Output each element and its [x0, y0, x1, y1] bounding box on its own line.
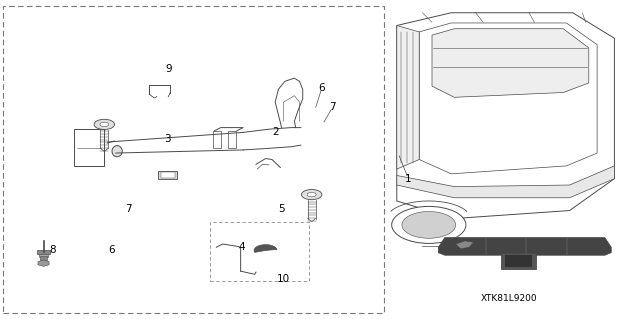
- Bar: [228, 131, 236, 148]
- Polygon shape: [419, 23, 597, 174]
- Ellipse shape: [112, 145, 122, 157]
- Text: 4: 4: [239, 242, 245, 252]
- Circle shape: [392, 206, 466, 243]
- Text: 6: 6: [109, 245, 115, 256]
- Bar: [40, 256, 47, 260]
- Circle shape: [402, 211, 456, 238]
- Circle shape: [307, 192, 316, 197]
- Circle shape: [100, 122, 109, 127]
- Bar: [39, 254, 48, 257]
- Circle shape: [301, 189, 322, 200]
- Bar: [74, 129, 104, 166]
- FancyArrowPatch shape: [107, 141, 115, 143]
- Polygon shape: [397, 166, 614, 198]
- Text: XTK81L9200: XTK81L9200: [481, 294, 537, 303]
- Text: 2: 2: [272, 127, 278, 137]
- Bar: [505, 255, 532, 267]
- Polygon shape: [397, 13, 614, 219]
- Text: 6: 6: [319, 83, 325, 93]
- Bar: [37, 250, 50, 254]
- Polygon shape: [397, 26, 419, 169]
- Text: 5: 5: [278, 204, 285, 214]
- Bar: [501, 253, 536, 269]
- Text: 1: 1: [405, 174, 412, 184]
- Circle shape: [94, 119, 115, 130]
- Bar: [158, 171, 177, 179]
- Bar: [213, 131, 221, 148]
- Bar: [161, 172, 175, 178]
- Wedge shape: [254, 245, 277, 252]
- Polygon shape: [432, 29, 589, 97]
- Text: 3: 3: [164, 134, 171, 144]
- Bar: [3, 6, 384, 313]
- Polygon shape: [438, 238, 611, 255]
- Text: 10: 10: [277, 274, 290, 284]
- Bar: [210, 222, 309, 281]
- Text: 8: 8: [49, 245, 56, 256]
- Text: 9: 9: [165, 63, 172, 74]
- Text: 7: 7: [125, 204, 131, 214]
- Text: 7: 7: [330, 102, 336, 112]
- Polygon shape: [456, 241, 474, 249]
